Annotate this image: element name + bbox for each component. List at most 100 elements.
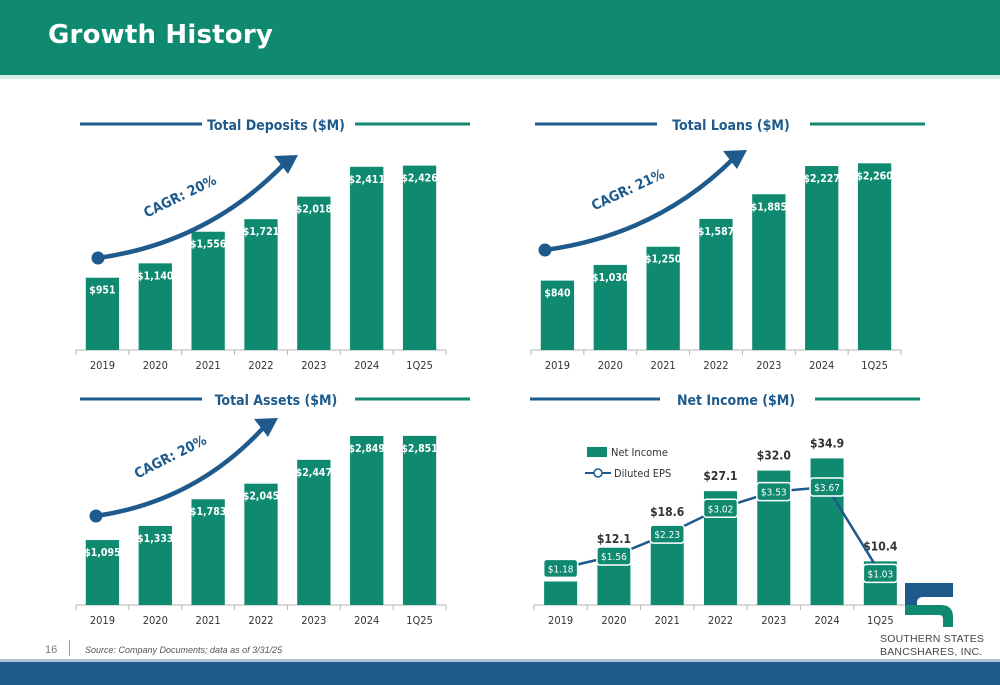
x-tick-label: 2019 <box>545 359 570 372</box>
bar-value-label: $2,018 <box>296 204 332 216</box>
bar-value-label: $2,411 <box>348 174 384 186</box>
bar-value-label: $2,045 <box>243 491 279 503</box>
x-tick-label: 2022 <box>703 359 728 372</box>
bar-value-label: $840 <box>544 288 571 300</box>
cagr-arrow-head-icon <box>274 155 298 174</box>
bar-value-label: $12.1 <box>597 532 631 546</box>
bar-value-label: $10.4 <box>863 539 898 553</box>
x-tick-label: 2023 <box>761 614 786 627</box>
bar-2023 <box>297 459 331 605</box>
chart-svg: Total Loans ($M) $840 2019 $1,030 2020 $1,250… <box>530 118 925 372</box>
bar-value-label: $2,447 <box>296 467 332 479</box>
eps-value-label: $1.56 <box>601 552 627 563</box>
x-tick-label: 2022 <box>248 359 273 372</box>
cagr-arrow-line <box>95 425 266 519</box>
x-tick-label: 2024 <box>809 359 834 372</box>
cagr-arrow-start-dot <box>91 251 105 265</box>
x-tick-label: 1Q25 <box>867 614 894 627</box>
bar-2024 <box>350 166 384 350</box>
bar-2020 <box>593 264 627 350</box>
bar-value-label: $1,333 <box>137 533 173 545</box>
x-tick-label: 1Q25 <box>861 359 888 372</box>
cagr-arrow-line <box>544 157 735 253</box>
bar-2023 <box>752 194 786 350</box>
cagr-arrow-line <box>97 162 286 261</box>
bar-2019 <box>544 581 578 605</box>
legend-marker-icon <box>593 468 603 478</box>
chart-svg: Total Assets ($M) $1,095 2019 $1,333 2020 $1,… <box>75 393 470 627</box>
x-tick-label: 2021 <box>655 614 680 627</box>
bar-2022 <box>244 219 278 350</box>
bar-value-label: $1,721 <box>243 226 279 238</box>
eps-point-box <box>756 481 792 502</box>
bar-2021 <box>191 231 225 350</box>
chart-title: Total Loans ($M) <box>672 118 789 134</box>
x-tick-label: 2021 <box>651 359 676 372</box>
cagr-label: CAGR: 21% <box>589 166 667 214</box>
bar-2019 <box>85 277 120 350</box>
bar-value-label: $1,095 <box>84 547 120 559</box>
bar-value-label: $1,587 <box>698 226 734 238</box>
x-tick-label: 2023 <box>756 359 781 372</box>
x-tick-label: 2024 <box>354 359 379 372</box>
bar-value-label: $1,250 <box>645 254 682 266</box>
eps-value-label: $1.03 <box>867 569 893 580</box>
chart-total-assets: Total Assets ($M) $1,095 2019 $1,333 2020 $1,… <box>70 385 480 630</box>
x-tick-label: 2020 <box>601 614 626 627</box>
chart-total-loans: Total Loans ($M) $840 2019 $1,030 2020 $1,250… <box>525 110 935 375</box>
x-tick-label: 2024 <box>354 614 379 627</box>
x-tick-label: 2020 <box>143 614 168 627</box>
cagr-arrow-start-dot <box>89 509 103 523</box>
bar-2022 <box>244 483 278 605</box>
bar-2019 <box>540 280 575 350</box>
eps-value-label: $1.18 <box>548 564 574 575</box>
chart-svg: Total Deposits ($M) $951 2019 $1,140 2020 $1,… <box>75 118 470 372</box>
bar-value-label: $2,849 <box>348 443 384 455</box>
chart-total-deposits: Total Deposits ($M) $951 2019 $1,140 2020 $1,… <box>70 110 480 375</box>
x-tick-label: 2020 <box>143 359 168 372</box>
bar-2020 <box>138 263 172 350</box>
legend-label: Diluted EPS <box>614 467 671 480</box>
bar-2021 <box>191 499 225 605</box>
bar-value-label: $1,030 <box>592 272 629 284</box>
bar-2019 <box>85 540 120 605</box>
page-number-divider <box>69 640 70 656</box>
source-note: Source: Company Documents; data as of 3/… <box>85 645 283 655</box>
bar-value-label: $1,140 <box>137 270 174 282</box>
bar-value-label: $1,885 <box>751 201 787 213</box>
cagr-label: CAGR: 20% <box>141 172 219 221</box>
chart-net-income: Net Income ($M)$5.62019$12.12020$18.6202… <box>525 385 935 630</box>
x-tick-label: 2021 <box>196 359 221 372</box>
chart-svg: Net Income ($M)$5.62019$12.12020$18.6202… <box>530 393 920 627</box>
bar-value-label: $27.1 <box>703 469 737 483</box>
x-tick-label: 2019 <box>90 614 115 627</box>
page-number: 16 <box>45 644 58 656</box>
x-tick-label: 2020 <box>598 359 623 372</box>
legend-swatch-bar <box>587 447 607 457</box>
logo-text-line1: SOUTHERN STATES <box>880 633 985 645</box>
x-tick-label: 2022 <box>248 614 273 627</box>
legend-label: Net Income <box>611 446 668 459</box>
bar-value-label: $2,260 <box>856 170 893 182</box>
company-logo-icon <box>905 583 953 627</box>
eps-value-label: $3.02 <box>708 504 734 515</box>
cagr-arrow-start-dot <box>538 243 552 257</box>
bar-value-label: $18.6 <box>650 505 684 519</box>
bar-1Q25 <box>402 165 437 350</box>
cagr-arrow-head-icon <box>254 418 278 437</box>
header-band <box>0 0 1000 75</box>
x-tick-label: 2024 <box>814 614 839 627</box>
bar-2022 <box>699 218 733 350</box>
x-tick-label: 2022 <box>708 614 733 627</box>
eps-value-label: $3.53 <box>761 488 787 499</box>
bar-value-label: $2,227 <box>803 173 839 185</box>
bar-value-label: $1,783 <box>190 506 226 518</box>
x-tick-label: 2023 <box>301 359 326 372</box>
cagr-label: CAGR: 20% <box>132 432 210 482</box>
chart-title: Total Assets ($M) <box>215 393 338 409</box>
eps-point-box <box>596 546 632 566</box>
bar-2023 <box>297 196 331 350</box>
chart-title: Total Deposits ($M) <box>207 118 345 134</box>
eps-point-box <box>702 498 739 519</box>
x-tick-label: 2023 <box>301 614 326 627</box>
